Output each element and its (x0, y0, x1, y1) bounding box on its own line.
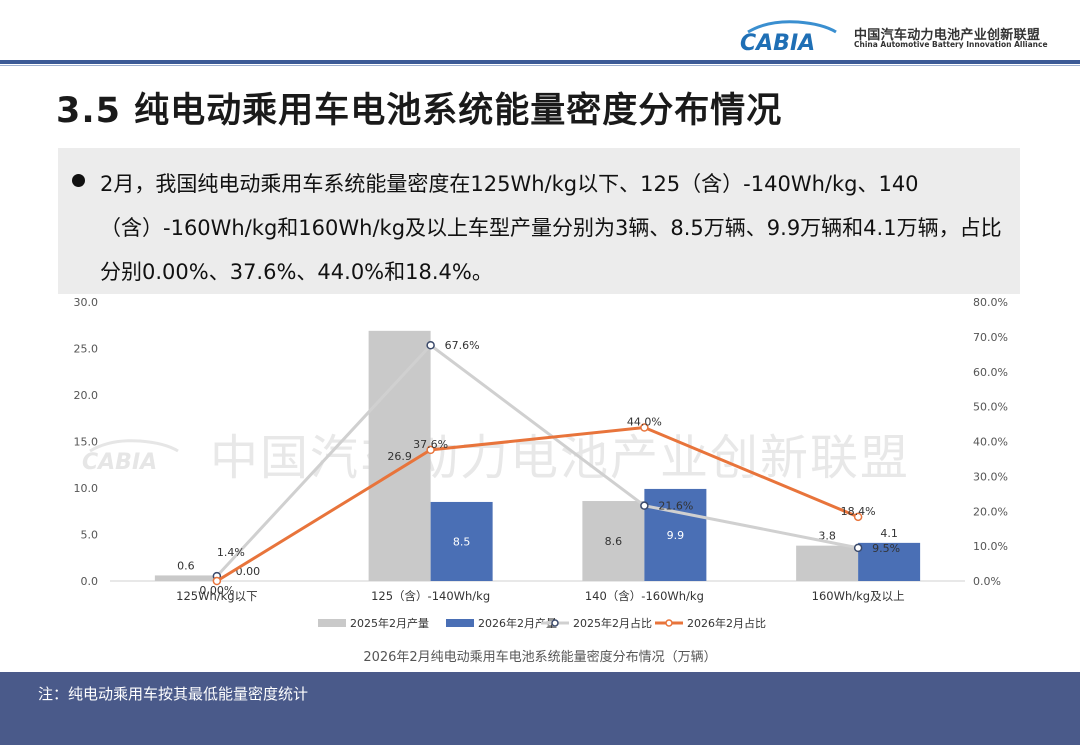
x-tick-label: 125（含）-140Wh/kg (371, 589, 490, 603)
y-left-tick-label: 0.0 (81, 575, 99, 588)
svg-text:CABIA: CABIA (82, 450, 157, 471)
x-tick-label: 160Wh/kg及以上 (812, 589, 905, 603)
bar-data-label: 26.9 (387, 450, 412, 463)
line-data-label: 67.6% (445, 339, 480, 352)
chart-title: 2026年2月纯电动乘用车电池系统能量密度分布情况（万辆） (363, 649, 716, 665)
org-name-cn: 中国汽车动力电池产业创新联盟 (854, 28, 1041, 43)
y-right-tick-label: 0.0% (973, 575, 1001, 588)
y-right-tick-label: 70.0% (973, 331, 1008, 344)
line-marker (426, 340, 435, 350)
cabia-logo: CABIA (740, 20, 837, 52)
legend-swatch (446, 619, 474, 627)
bar-2026 (858, 542, 921, 581)
y-left-tick-label: 5.0 (81, 529, 99, 542)
line-2025 (215, 343, 859, 578)
legend-label: 2026年2月占比 (687, 616, 766, 630)
y-right-tick-label: 10.0% (973, 540, 1008, 553)
header-bar: CABIA 中国汽车动力电池产业创新联盟 China Automotive Ba… (0, 0, 1080, 66)
page-title: 3.5 纯电动乘用车电池系统能量密度分布情况 (56, 91, 783, 131)
summary-box (58, 148, 1020, 294)
y-left-tick-label: 25.0 (74, 343, 99, 356)
bar-data-label: 8.6 (605, 535, 623, 548)
legend-label: 2025年2月占比 (573, 616, 652, 630)
y-right-tick-label: 50.0% (973, 401, 1008, 414)
x-tick-label: 140（含）-160Wh/kg (585, 589, 704, 603)
bar-data-label: 9.9 (667, 529, 685, 542)
legend-label: 2025年2月产量 (350, 616, 429, 630)
bar-2025 (796, 545, 859, 581)
line-data-label: 18.4% (841, 505, 876, 518)
legend-marker (665, 619, 673, 627)
line-marker (640, 501, 649, 510)
bar-2026 (644, 488, 707, 581)
legend-swatch (318, 619, 346, 627)
bar-2025 (154, 575, 217, 581)
legend-label: 2026年2月产量 (478, 616, 557, 630)
y-right-tick-label: 20.0% (973, 505, 1008, 518)
y-right-tick-label: 30.0% (973, 470, 1008, 483)
y-left-tick-label: 15.0 (74, 436, 99, 449)
bullet-icon (72, 174, 85, 187)
footer-bar (0, 672, 1080, 745)
line-marker (853, 543, 863, 553)
line-data-label: 0.00% (199, 584, 234, 597)
y-left-tick-label: 30.0 (74, 296, 99, 309)
y-right-tick-label: 80.0% (973, 296, 1008, 309)
line-data-label: 44.0% (627, 416, 662, 429)
y-right-tick-label: 40.0% (973, 436, 1008, 449)
legend-marker (551, 619, 559, 627)
line-data-label: 21.6% (658, 500, 693, 513)
bar-2026 (430, 501, 493, 581)
header-divider-thin (0, 65, 1080, 66)
bar-data-label: 4.1 (880, 527, 898, 540)
bar-data-label: 0.00 (236, 565, 261, 578)
summary-text: 2月，我国纯电动乘用车系统能量密度在125Wh/kg以下、125（含）-140W… (100, 172, 1002, 284)
line-marker (640, 423, 649, 432)
line-data-label: 9.5% (872, 542, 900, 555)
chart: 0.0 5.0 10.0 15.0 20.0 25.0 30.0 0.0% 10.0% 20.0%… (74, 296, 1008, 665)
x-tick-label: 125Wh/kg以下 (176, 589, 257, 603)
bar-data-label: 0.6 (177, 559, 195, 572)
line-marker (212, 576, 222, 586)
line-data-label: 1.4% (217, 546, 245, 559)
y-left-tick-label: 20.0 (74, 389, 99, 402)
logo-text: CABIA (740, 31, 815, 52)
y-left-tick-label: 10.0 (74, 482, 99, 495)
y-right-tick-label: 60.0% (973, 366, 1008, 379)
line-data-label: 37.6% (413, 438, 448, 451)
bar-data-label: 8.5 (453, 535, 471, 548)
line-2026 (216, 426, 859, 583)
header-divider (0, 60, 1080, 64)
line-marker (853, 512, 863, 522)
line-marker (426, 445, 435, 455)
footer-note: 注：纯电动乘用车按其最低能量密度统计 (38, 685, 309, 703)
watermark-logo: CABIA (82, 439, 179, 471)
bar-2025 (582, 501, 645, 581)
org-name-en: China Automotive Battery Innovation Alli… (854, 40, 1048, 49)
